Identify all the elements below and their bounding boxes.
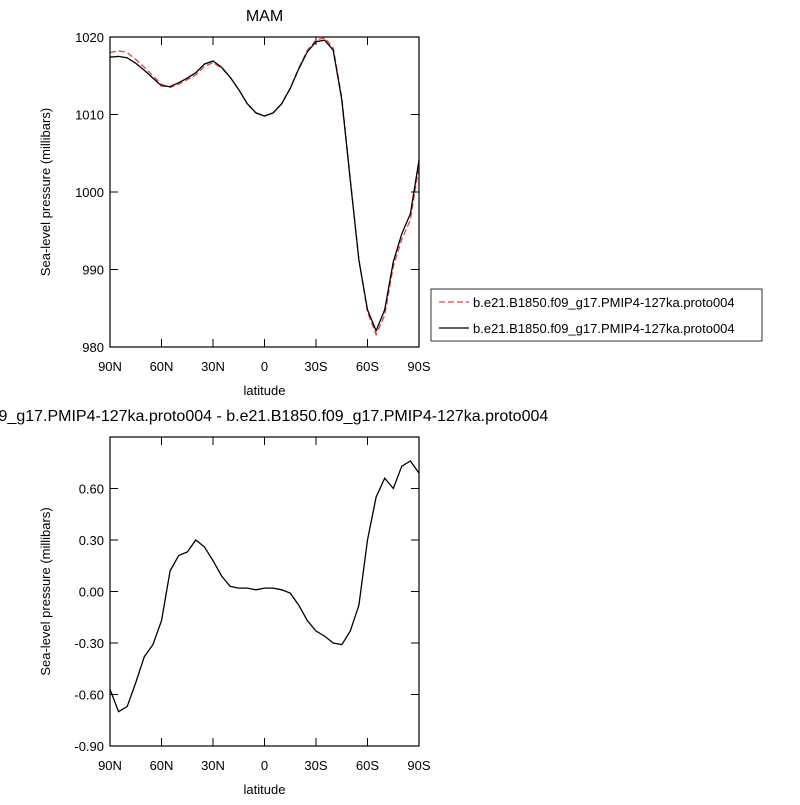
legend-box [430, 288, 763, 342]
y-tick-label: 980 [82, 340, 104, 355]
legend-label: b.e21.B1850.f09_g17.PMIP4-127ka.proto004 [473, 295, 735, 310]
x-tick-label: 30S [304, 359, 327, 374]
plot-frame [109, 436, 420, 747]
y-axis-label: Sea-level pressure (millibars) [38, 507, 53, 675]
x-tick-label: 90N [98, 758, 122, 773]
y-tick-label: 990 [82, 263, 104, 278]
y-tick-label: 1020 [75, 30, 104, 45]
y-tick-label: -0.90 [74, 739, 104, 754]
y-tick-label: -0.60 [74, 688, 104, 703]
chart-title: .f09_g17.PMIP4-127ka.proto004 - b.e21.B1… [0, 408, 548, 425]
x-tick-label: 60N [150, 758, 174, 773]
x-tick-label: 30S [304, 758, 327, 773]
y-tick-label: 1000 [75, 185, 104, 200]
data-line [109, 460, 420, 713]
x-axis-label: latitude [244, 782, 286, 797]
y-tick-label: 0.00 [79, 585, 104, 600]
x-tick-label: 90N [98, 359, 122, 374]
x-tick-label: 90S [407, 758, 430, 773]
plot-frame [109, 36, 420, 348]
x-tick-label: 60S [356, 359, 379, 374]
y-tick-label: 0.60 [79, 482, 104, 497]
x-tick-label: 60S [356, 758, 379, 773]
data-line [109, 37, 420, 337]
legend-label: b.e21.B1850.f09_g17.PMIP4-127ka.proto004 [473, 321, 735, 336]
x-axis-label: latitude [244, 383, 286, 398]
x-tick-label: 30N [201, 359, 225, 374]
x-tick-label: 90S [407, 359, 430, 374]
y-tick-label: 0.30 [79, 533, 104, 548]
y-tick-label: -0.30 [74, 636, 104, 651]
x-tick-label: 30N [201, 758, 225, 773]
y-axis-label: Sea-level pressure (millibars) [38, 108, 53, 276]
chart-title: MAM [246, 8, 283, 25]
x-tick-label: 0 [261, 359, 268, 374]
y-tick-label: 1010 [75, 108, 104, 123]
x-tick-label: 0 [261, 758, 268, 773]
x-tick-label: 60N [150, 359, 174, 374]
data-line [109, 39, 420, 333]
